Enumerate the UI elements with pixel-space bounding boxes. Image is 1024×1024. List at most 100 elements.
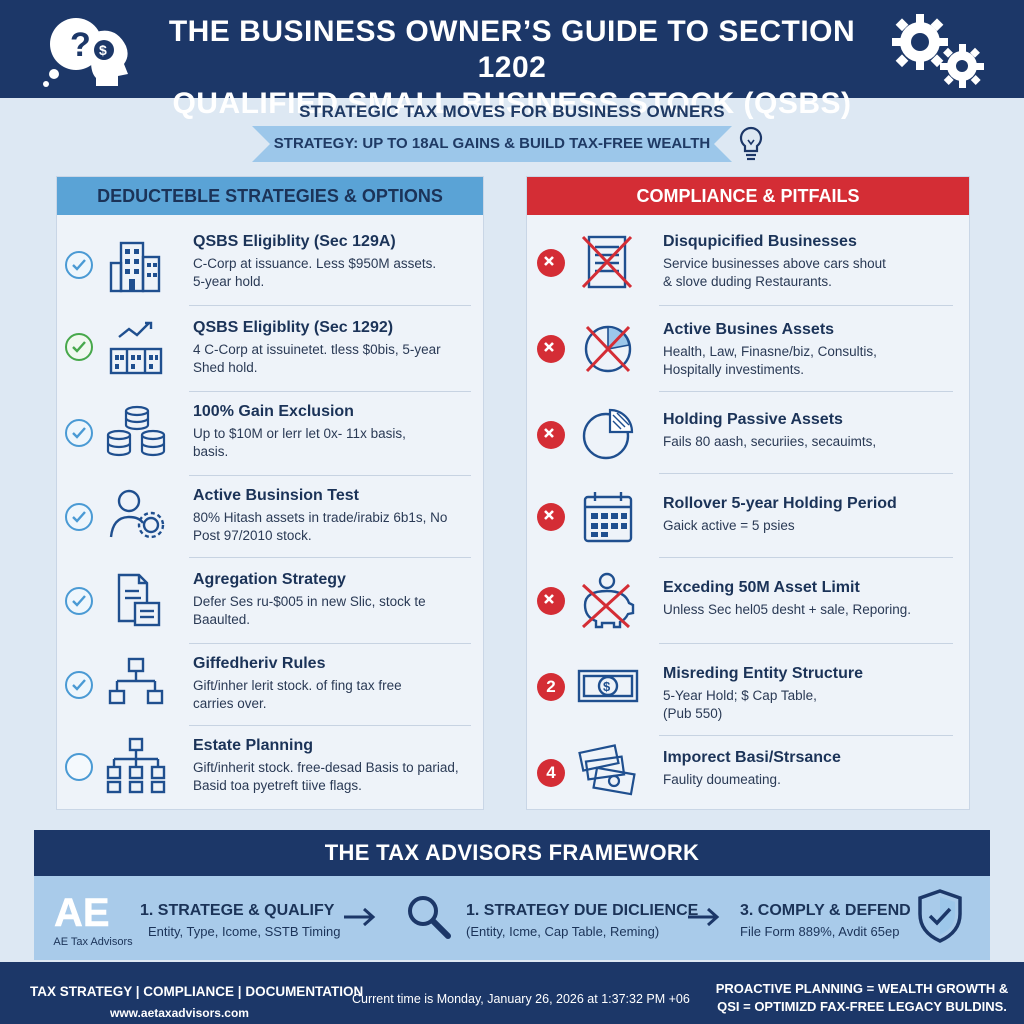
right-item-desc: Service businesses above cars shout & slo… (663, 256, 886, 289)
right-item-title: Active Busines Assets (663, 321, 835, 338)
banknote-icon: $ (577, 669, 639, 703)
right-item-title: Holding Passive Assets (663, 411, 843, 428)
divider (659, 305, 953, 306)
left-item-desc: 80% Hitash assets in trade/irabiz 6b1s, … (193, 510, 448, 543)
framework-heading: THE TAX ADVISORS FRAMEWORK (34, 830, 990, 876)
arrow-right-icon (688, 907, 720, 927)
divider (189, 557, 471, 558)
org-chart-icon (108, 657, 164, 705)
compliance-pitfalls-panel: COMPLIANCE & PITFAILS Disqupicified Busi… (526, 176, 970, 810)
check-icon (65, 251, 93, 279)
magnifier-icon (408, 896, 451, 939)
pie-chart-icon (582, 408, 634, 460)
right-item-title: Imporect Basi/Strsance (663, 749, 841, 766)
left-item-title: QSBS Eligiblity (Sec 1292) (193, 319, 394, 336)
shield-check-icon (918, 889, 962, 943)
right-item-desc: Health, Law, Finasne/biz, Consultis, Hosp… (663, 344, 877, 377)
head-question-icon: ? $ (43, 18, 128, 87)
x-icon (537, 421, 565, 449)
step-3-desc: File Form 889%, Avdit 65ep (740, 924, 900, 939)
divider (659, 473, 953, 474)
divider (189, 391, 471, 392)
right-item-title: Rollover 5-year Holding Period (663, 495, 897, 512)
divider (659, 391, 953, 392)
logo-mark: AE (54, 891, 110, 935)
check-icon (65, 333, 93, 361)
x-icon (537, 587, 565, 615)
step-3-title: 3. COMPLY & DEFEND (740, 902, 911, 919)
left-panel-heading: DEDUCTEBLE STRATEGIES & OPTIONS (57, 177, 483, 215)
divider (189, 725, 471, 726)
left-item-title: Agregation Strategy (193, 571, 346, 588)
footer-website-link[interactable]: www.aetaxadvisors.com (110, 1006, 249, 1020)
svg-text:?: ? (70, 26, 91, 64)
divider (189, 305, 471, 306)
left-item-desc: 4 C-Corp at issuinetet. tless $0bis, 5-y… (193, 342, 441, 375)
step-2-desc: (Entity, Icme, Cap Table, Reming) (466, 924, 660, 939)
right-panel-heading: COMPLIANCE & PITFAILS (527, 177, 969, 215)
left-item-desc: Gift/inherit stock. free-desad Basis to … (193, 760, 459, 793)
check-icon (65, 671, 93, 699)
left-item-desc: Defer Ses ru-$005 in new Slic, stock te B… (193, 594, 426, 627)
empty-circle-icon (65, 753, 93, 781)
arrow-right-icon (344, 907, 376, 927)
left-item-title: Active Businsion Test (193, 487, 359, 504)
title-line-2: QUALIFIED SMALL BUSINESS STOCK (QSBS) (172, 87, 852, 120)
divider (659, 643, 953, 644)
step-1-title: 1. STRATEGE & QUALIFY (140, 902, 335, 919)
check-icon (65, 419, 93, 447)
left-item-title: Giffedheriv Rules (193, 655, 326, 672)
hierarchy-icon (106, 737, 166, 794)
strategy-ribbon (252, 126, 732, 162)
logo-text: AE Tax Advisors (53, 936, 133, 948)
office-building-icon (109, 241, 161, 293)
right-item-title: Disqupicified Businesses (663, 233, 857, 250)
left-item-desc: C-Corp at issuance. Less $950M assets. 5-… (193, 256, 437, 289)
right-item-desc: Faulity doumeating. (663, 772, 781, 787)
svg-text:$: $ (99, 42, 107, 58)
documents-icon (117, 573, 161, 627)
cash-stack-icon (578, 744, 636, 796)
divider (659, 735, 953, 736)
crossed-document-icon (581, 235, 633, 289)
lightbulb-icon (739, 126, 763, 161)
footer-services: TAX STRATEGY | COMPLIANCE | DOCUMENTATIO… (30, 984, 364, 999)
calendar-icon (583, 492, 633, 543)
divider (189, 643, 471, 644)
step-1-desc: Entity, Type, Icome, SSTB Timing (148, 924, 341, 939)
left-item-desc: Up to $10M or lerr let 0x- 11x basis, bas… (193, 426, 406, 459)
ae-logo: AE (54, 891, 110, 936)
divider (659, 557, 953, 558)
person-gear-icon (109, 489, 165, 539)
number-badge: 2 (537, 673, 565, 701)
divider (189, 475, 471, 476)
step-2-title: 1. STRATEGY DUE DICLIENCE (466, 902, 699, 919)
subtitle: STRATEGIC TAX MOVES FOR BUSINESS OWNERS (299, 102, 725, 121)
left-item-title: QSBS Eligiblity (Sec 129A) (193, 233, 396, 250)
framework-steps (34, 876, 990, 960)
header-banner: ? $ THE BUSINESS OWNER’S GUIDE TO SECTIO… (0, 0, 1024, 120)
page-title: THE BUSINESS OWNER’S GUIDE TO SECTION 12… (160, 14, 864, 122)
left-item-title: 100% Gain Exclusion (193, 403, 354, 420)
right-item-title: Exceding 50M Asset Limit (663, 579, 860, 596)
coin-stacks-icon (106, 405, 166, 457)
svg-text:$: $ (603, 679, 611, 694)
x-icon (537, 503, 565, 531)
left-item-title: Estate Planning (193, 737, 314, 754)
title-line-1: THE BUSINESS OWNER’S GUIDE TO SECTION 12… (168, 15, 856, 84)
growth-building-icon (109, 321, 163, 375)
footer: TAX STRATEGY | COMPLIANCE | DOCUMENTATIO… (0, 962, 1024, 1024)
right-item-desc: Fails 80 aash, securiies, secauimts, (663, 434, 877, 449)
right-item-desc: 5-Year Hold; $ Cap Table, (Pub 550) (663, 688, 817, 721)
right-item-desc: Gaick active = 5 psies (663, 518, 795, 533)
number-badge: 4 (537, 759, 565, 787)
gears-icon (892, 14, 984, 88)
crossed-piggy-bank-icon (581, 572, 635, 629)
deductible-strategies-panel: DEDUCTEBLE STRATEGIES & OPTIONS QSBS Eli… (56, 176, 484, 810)
crossed-chart-icon (584, 325, 632, 373)
x-icon (537, 249, 565, 277)
left-item-desc: Gift/inher lerit stock. of fing tax free… (193, 678, 402, 711)
right-item-title: Misreding Entity Structure (663, 665, 864, 682)
right-item-desc: Unless Sec hel05 desht + sale, Reporing. (663, 602, 912, 617)
check-icon (65, 587, 93, 615)
